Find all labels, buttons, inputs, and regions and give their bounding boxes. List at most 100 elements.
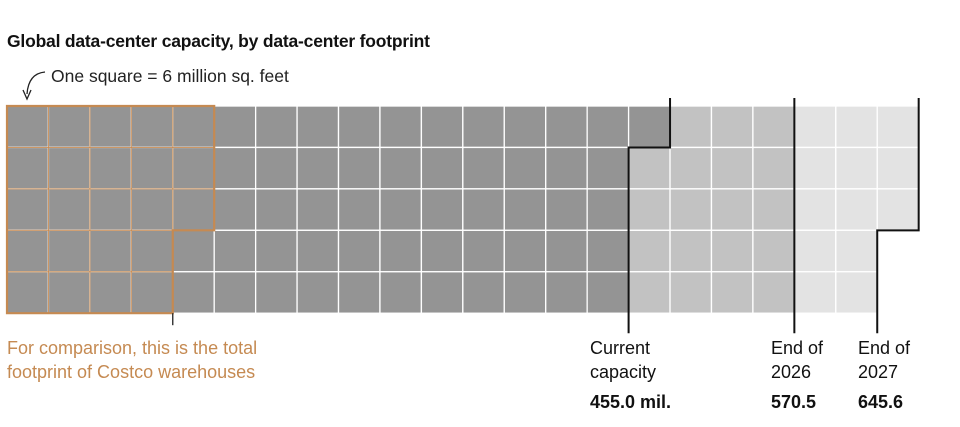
comparison-label-line2: footprint of Costco warehouses <box>7 362 256 382</box>
comparison-square <box>130 271 174 314</box>
waffle-square <box>752 188 796 231</box>
waffle-square <box>130 188 174 231</box>
waffle-square <box>793 271 837 314</box>
waffle-square <box>213 271 257 314</box>
waffle-square <box>545 105 588 149</box>
waffle-square <box>296 105 340 149</box>
waffle-square <box>586 146 630 190</box>
waffle-square <box>669 188 713 231</box>
waffle-square <box>876 105 920 149</box>
end-2027-marker <box>876 98 920 334</box>
waffle-square <box>172 229 215 273</box>
note-arrowhead <box>22 89 32 101</box>
waffle-square <box>586 229 630 273</box>
waffle-square <box>420 146 464 190</box>
waffle-square <box>503 105 547 149</box>
waffle-square <box>503 229 547 273</box>
value-2026: 570.5 <box>771 392 817 412</box>
waffle-square <box>545 188 588 231</box>
waffle-square <box>627 188 671 231</box>
waffle-square <box>213 146 257 190</box>
waffle-square <box>379 271 423 314</box>
waffle-square <box>47 229 91 273</box>
waffle-square <box>835 105 878 149</box>
waffle-square <box>669 146 713 190</box>
waffle-square <box>627 105 671 149</box>
waffle-square <box>379 146 423 190</box>
waffle-square <box>89 188 132 231</box>
label-current-capacity: Current capacity 455.0 mil. <box>590 336 671 414</box>
waffle-square <box>462 271 505 314</box>
waffle-square <box>89 146 132 190</box>
note-arrow <box>26 71 46 95</box>
waffle-square <box>379 229 423 273</box>
label-2027-line1: End of <box>858 338 911 358</box>
waffle-square <box>710 271 754 314</box>
waffle-square <box>876 188 920 231</box>
waffle-square <box>337 271 381 314</box>
waffle-square <box>6 105 50 149</box>
waffle-square <box>752 271 796 314</box>
chart-title: Global data-center capacity, by data-cen… <box>7 31 430 51</box>
waffle-square <box>254 105 298 149</box>
waffle-square <box>503 271 547 314</box>
waffle-square <box>89 105 132 149</box>
value-current: 455.0 mil. <box>590 392 672 412</box>
waffle-square <box>172 271 215 314</box>
waffle-square <box>793 188 837 231</box>
waffle-square <box>172 188 215 231</box>
waffle-square <box>130 105 174 149</box>
label-end-2027: End of 2027 645.6 <box>858 336 910 414</box>
waffle-square <box>545 146 588 190</box>
label-end-2026: End of 2026 570.5 <box>771 336 823 414</box>
waffle-square <box>254 271 298 314</box>
label-2027-line2: 2027 <box>858 362 899 382</box>
waffle-square <box>213 188 257 231</box>
waffle-square <box>130 271 174 314</box>
waffle-square <box>254 146 298 190</box>
waffle-square <box>130 229 174 273</box>
waffle-square <box>420 271 464 314</box>
waffle-square <box>213 105 257 149</box>
unit-note: One square = 6 million sq. feet <box>51 66 289 86</box>
waffle-square <box>876 146 920 190</box>
waffle-square <box>835 188 878 231</box>
waffle-square <box>89 229 132 273</box>
waffle-square <box>627 229 671 273</box>
waffle-square <box>296 188 340 231</box>
waffle-square <box>835 229 878 273</box>
waffle-square <box>793 105 837 149</box>
label-2026-line2: 2026 <box>771 362 812 382</box>
waffle-square <box>213 229 257 273</box>
waffle-square <box>47 105 91 149</box>
waffle-square <box>586 188 630 231</box>
waffle-square <box>6 229 50 273</box>
waffle-square <box>6 271 50 314</box>
waffle-square <box>6 146 50 190</box>
waffle-square <box>752 105 796 149</box>
waffle-square <box>130 146 174 190</box>
waffle-square <box>710 229 754 273</box>
waffle-square <box>710 146 754 190</box>
waffle-square <box>296 229 340 273</box>
waffle-square <box>710 188 754 231</box>
waffle-square <box>296 271 340 314</box>
waffle-square <box>172 146 215 190</box>
waffle-square <box>627 146 671 190</box>
waffle-square <box>254 188 298 231</box>
waffle-square <box>337 146 381 190</box>
label-current-line2: capacity <box>590 362 657 382</box>
waffle-square <box>47 271 91 314</box>
waffle-square <box>420 188 464 231</box>
comparison-label-line1: For comparison, this is the total <box>7 338 258 358</box>
waffle-square <box>752 146 796 190</box>
waffle-square <box>379 105 423 149</box>
waffle-square <box>669 229 713 273</box>
waffle-square <box>462 146 505 190</box>
waffle-square <box>172 105 215 149</box>
waffle-square <box>752 229 796 273</box>
label-current-line1: Current <box>590 338 651 358</box>
waffle-square <box>337 105 381 149</box>
waffle-square <box>47 146 91 190</box>
